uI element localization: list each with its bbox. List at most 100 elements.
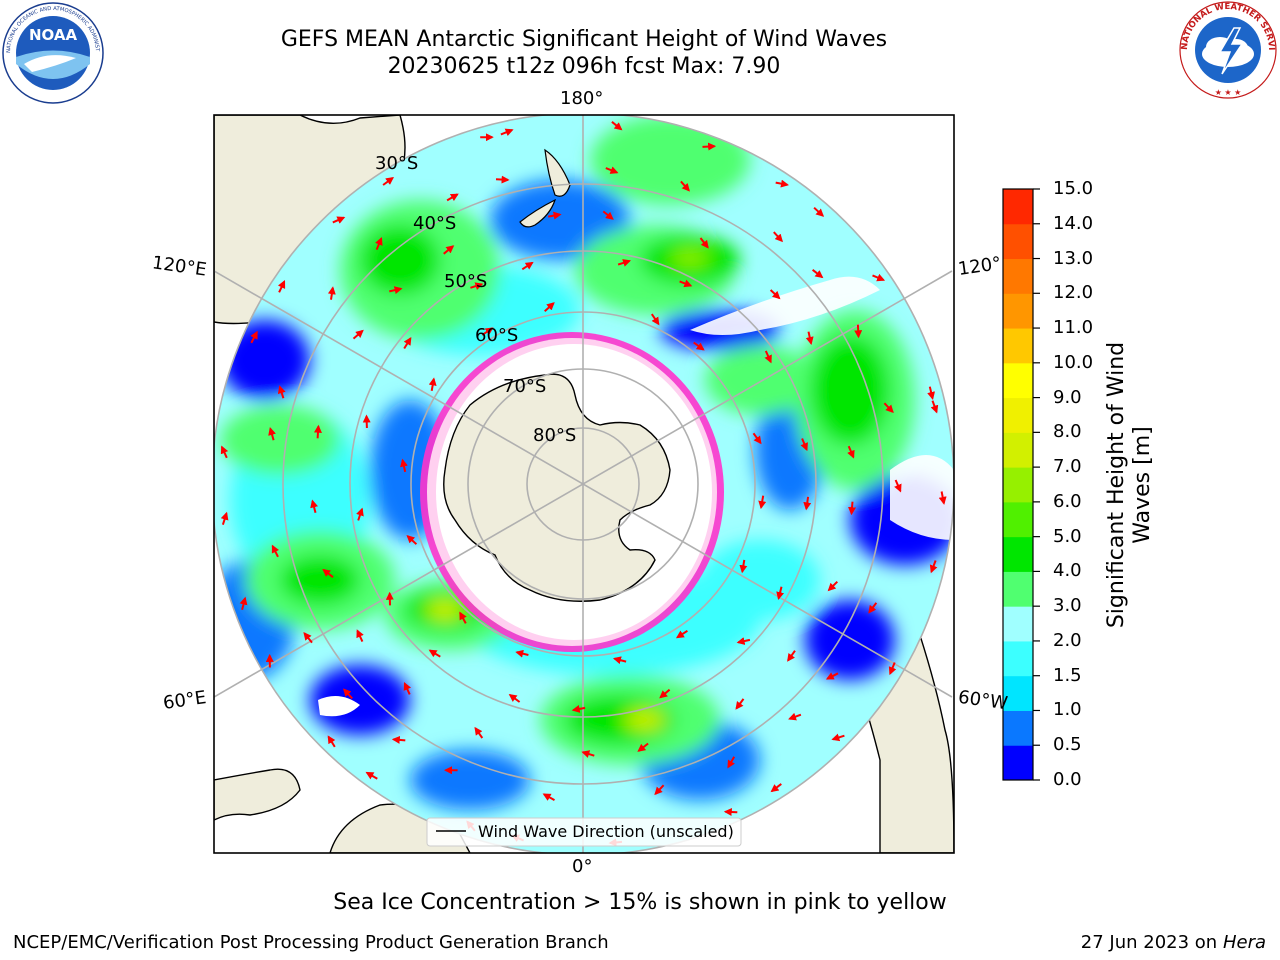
nws-logo: NATIONAL WEATHER SERVICE ★ ★ ★ xyxy=(1176,0,1277,99)
wind-wave-arrow xyxy=(271,544,280,558)
wind-wave-arrow xyxy=(938,491,947,505)
colorbar-tick-label: 4.0 xyxy=(1053,560,1082,582)
wind-wave-arrow xyxy=(508,693,521,703)
colorbar-bin xyxy=(1003,745,1033,781)
noaa-logo-text: NOAA xyxy=(29,26,78,44)
wind-wave-arrow xyxy=(542,793,555,801)
wind-wave-arrow xyxy=(693,341,705,351)
footer-branch: NCEP/EMC/Verification Post Processing Pr… xyxy=(13,932,609,953)
lat-label-80s: 80°S xyxy=(533,425,577,446)
wind-wave-arrow xyxy=(500,128,514,137)
colorbar xyxy=(1003,189,1033,781)
colorbar-tick-label: 10.0 xyxy=(1053,351,1094,373)
wind-wave-arrow xyxy=(702,142,717,151)
lon-label-180: 180° xyxy=(560,88,604,109)
wind-wave-arrow xyxy=(930,400,939,414)
wind-wave-arrow xyxy=(617,259,632,267)
wind-wave-arrow xyxy=(313,424,322,439)
wind-wave-arrow xyxy=(389,286,403,295)
wind-wave-arrow xyxy=(868,602,878,614)
colorbar-tick-label: 8.0 xyxy=(1053,421,1082,443)
wind-wave-arrow xyxy=(428,649,441,658)
footer-host: Hera xyxy=(1222,932,1266,953)
wind-wave-arrow xyxy=(775,179,789,188)
wind-wave-arrow xyxy=(888,662,897,676)
map-subtitle: 20230625 t12z 096h fcst Max: 7.90 xyxy=(387,54,781,79)
colorbar-tick-label: 2.0 xyxy=(1053,629,1082,651)
wind-wave-arrow xyxy=(446,193,459,202)
wind-wave-arrow xyxy=(406,535,418,545)
wind-wave-arrow xyxy=(723,808,738,817)
colorbar-bin xyxy=(1003,536,1033,572)
colorbar-tick-label: 5.0 xyxy=(1053,525,1082,547)
wind-wave-arrow xyxy=(356,629,364,643)
colorbar-tick-label: 1.0 xyxy=(1053,699,1082,721)
lat-label-30s: 30°S xyxy=(375,153,419,174)
wind-wave-arrow xyxy=(277,280,286,293)
colorbar-tick-label: 14.0 xyxy=(1053,212,1094,234)
colorbar-bin xyxy=(1003,328,1033,364)
wind-wave-arrow xyxy=(277,385,286,399)
wind-wave-arrow xyxy=(474,726,484,739)
wind-wave-arrow xyxy=(403,682,412,695)
wind-wave-arrow xyxy=(459,611,467,624)
wind-wave-arrow xyxy=(650,313,660,326)
wind-wave-arrow xyxy=(831,733,845,742)
colorbar-bin xyxy=(1003,571,1033,607)
wind-wave-arrow xyxy=(322,568,334,578)
antarctica xyxy=(443,373,671,602)
wind-wave-arrow xyxy=(548,211,562,220)
noaa-logo: NOAA NATIONAL OCEANIC AND ATMOSPHERIC AD… xyxy=(2,2,104,104)
wind-wave-arrow xyxy=(343,688,353,700)
wind-wave-arrow xyxy=(894,479,902,493)
wind-wave-arrow xyxy=(521,261,534,271)
wind-wave-arrow xyxy=(220,445,229,459)
wind-wave-arrow xyxy=(443,245,455,255)
colorbar-tick-label: 0.5 xyxy=(1053,734,1082,756)
colorbar-bin xyxy=(1003,606,1033,642)
colorbar-bin xyxy=(1003,362,1033,399)
colorbar-tick-label: 0.0 xyxy=(1053,769,1082,790)
colorbar-tick-label: 13.0 xyxy=(1053,247,1094,269)
wind-wave-arrow xyxy=(605,166,619,174)
wind-wave-arrow xyxy=(813,206,825,217)
wind-wave-arrow xyxy=(303,632,313,644)
wind-wave-arrow xyxy=(571,704,586,713)
wind-wave-arrow xyxy=(825,672,839,680)
wind-wave-arrow xyxy=(929,560,938,574)
wind-wave-arrow xyxy=(356,507,364,521)
sea-ice-note: Sea Ice Concentration > 15% is shown in … xyxy=(333,890,947,915)
wind-wave-arrow xyxy=(848,501,857,516)
wind-wave-arrow xyxy=(654,784,665,796)
wind-wave-arrow xyxy=(883,402,894,414)
wind-wave-arrow xyxy=(544,302,555,312)
wind-wave-arrow xyxy=(400,458,408,473)
lon-label-0: 0° xyxy=(572,856,593,877)
colorbar-bin xyxy=(1003,432,1033,468)
wind-wave-arrow xyxy=(310,499,318,513)
lat-label-70s: 70°S xyxy=(503,376,547,397)
wind-wave-arrow xyxy=(268,427,276,441)
lat-label-60s: 60°S xyxy=(475,325,519,346)
footer-date-text: 27 Jun 2023 on xyxy=(1080,932,1218,953)
colorbar-tick-label: 6.0 xyxy=(1053,490,1082,512)
colorbar-bin xyxy=(1003,258,1033,294)
wind-wave-arrow xyxy=(739,559,748,574)
wind-wave-arrow xyxy=(220,511,229,526)
legend-label: Wind Wave Direction (unscaled) xyxy=(478,822,734,841)
wind-wave-arrow xyxy=(675,629,688,639)
colorbar-bin xyxy=(1003,710,1033,746)
colorbar-tick-label: 12.0 xyxy=(1053,282,1094,304)
colorbar-tick-label: 3.0 xyxy=(1053,595,1082,617)
wind-wave-arrow xyxy=(872,273,886,282)
wind-wave-arrow xyxy=(776,586,785,601)
colorbar-bin xyxy=(1003,223,1033,260)
colorbar-bin xyxy=(1003,189,1033,225)
colorbar-bin xyxy=(1003,397,1033,433)
colorbar-bin xyxy=(1003,293,1033,329)
colorbar-tick-label: 7.0 xyxy=(1053,456,1082,478)
wind-wave-arrow xyxy=(811,269,824,279)
wind-wave-arrow xyxy=(375,237,383,250)
wind-arrows xyxy=(220,121,947,847)
map-title: GEFS MEAN Antarctic Significant Height o… xyxy=(280,27,888,52)
